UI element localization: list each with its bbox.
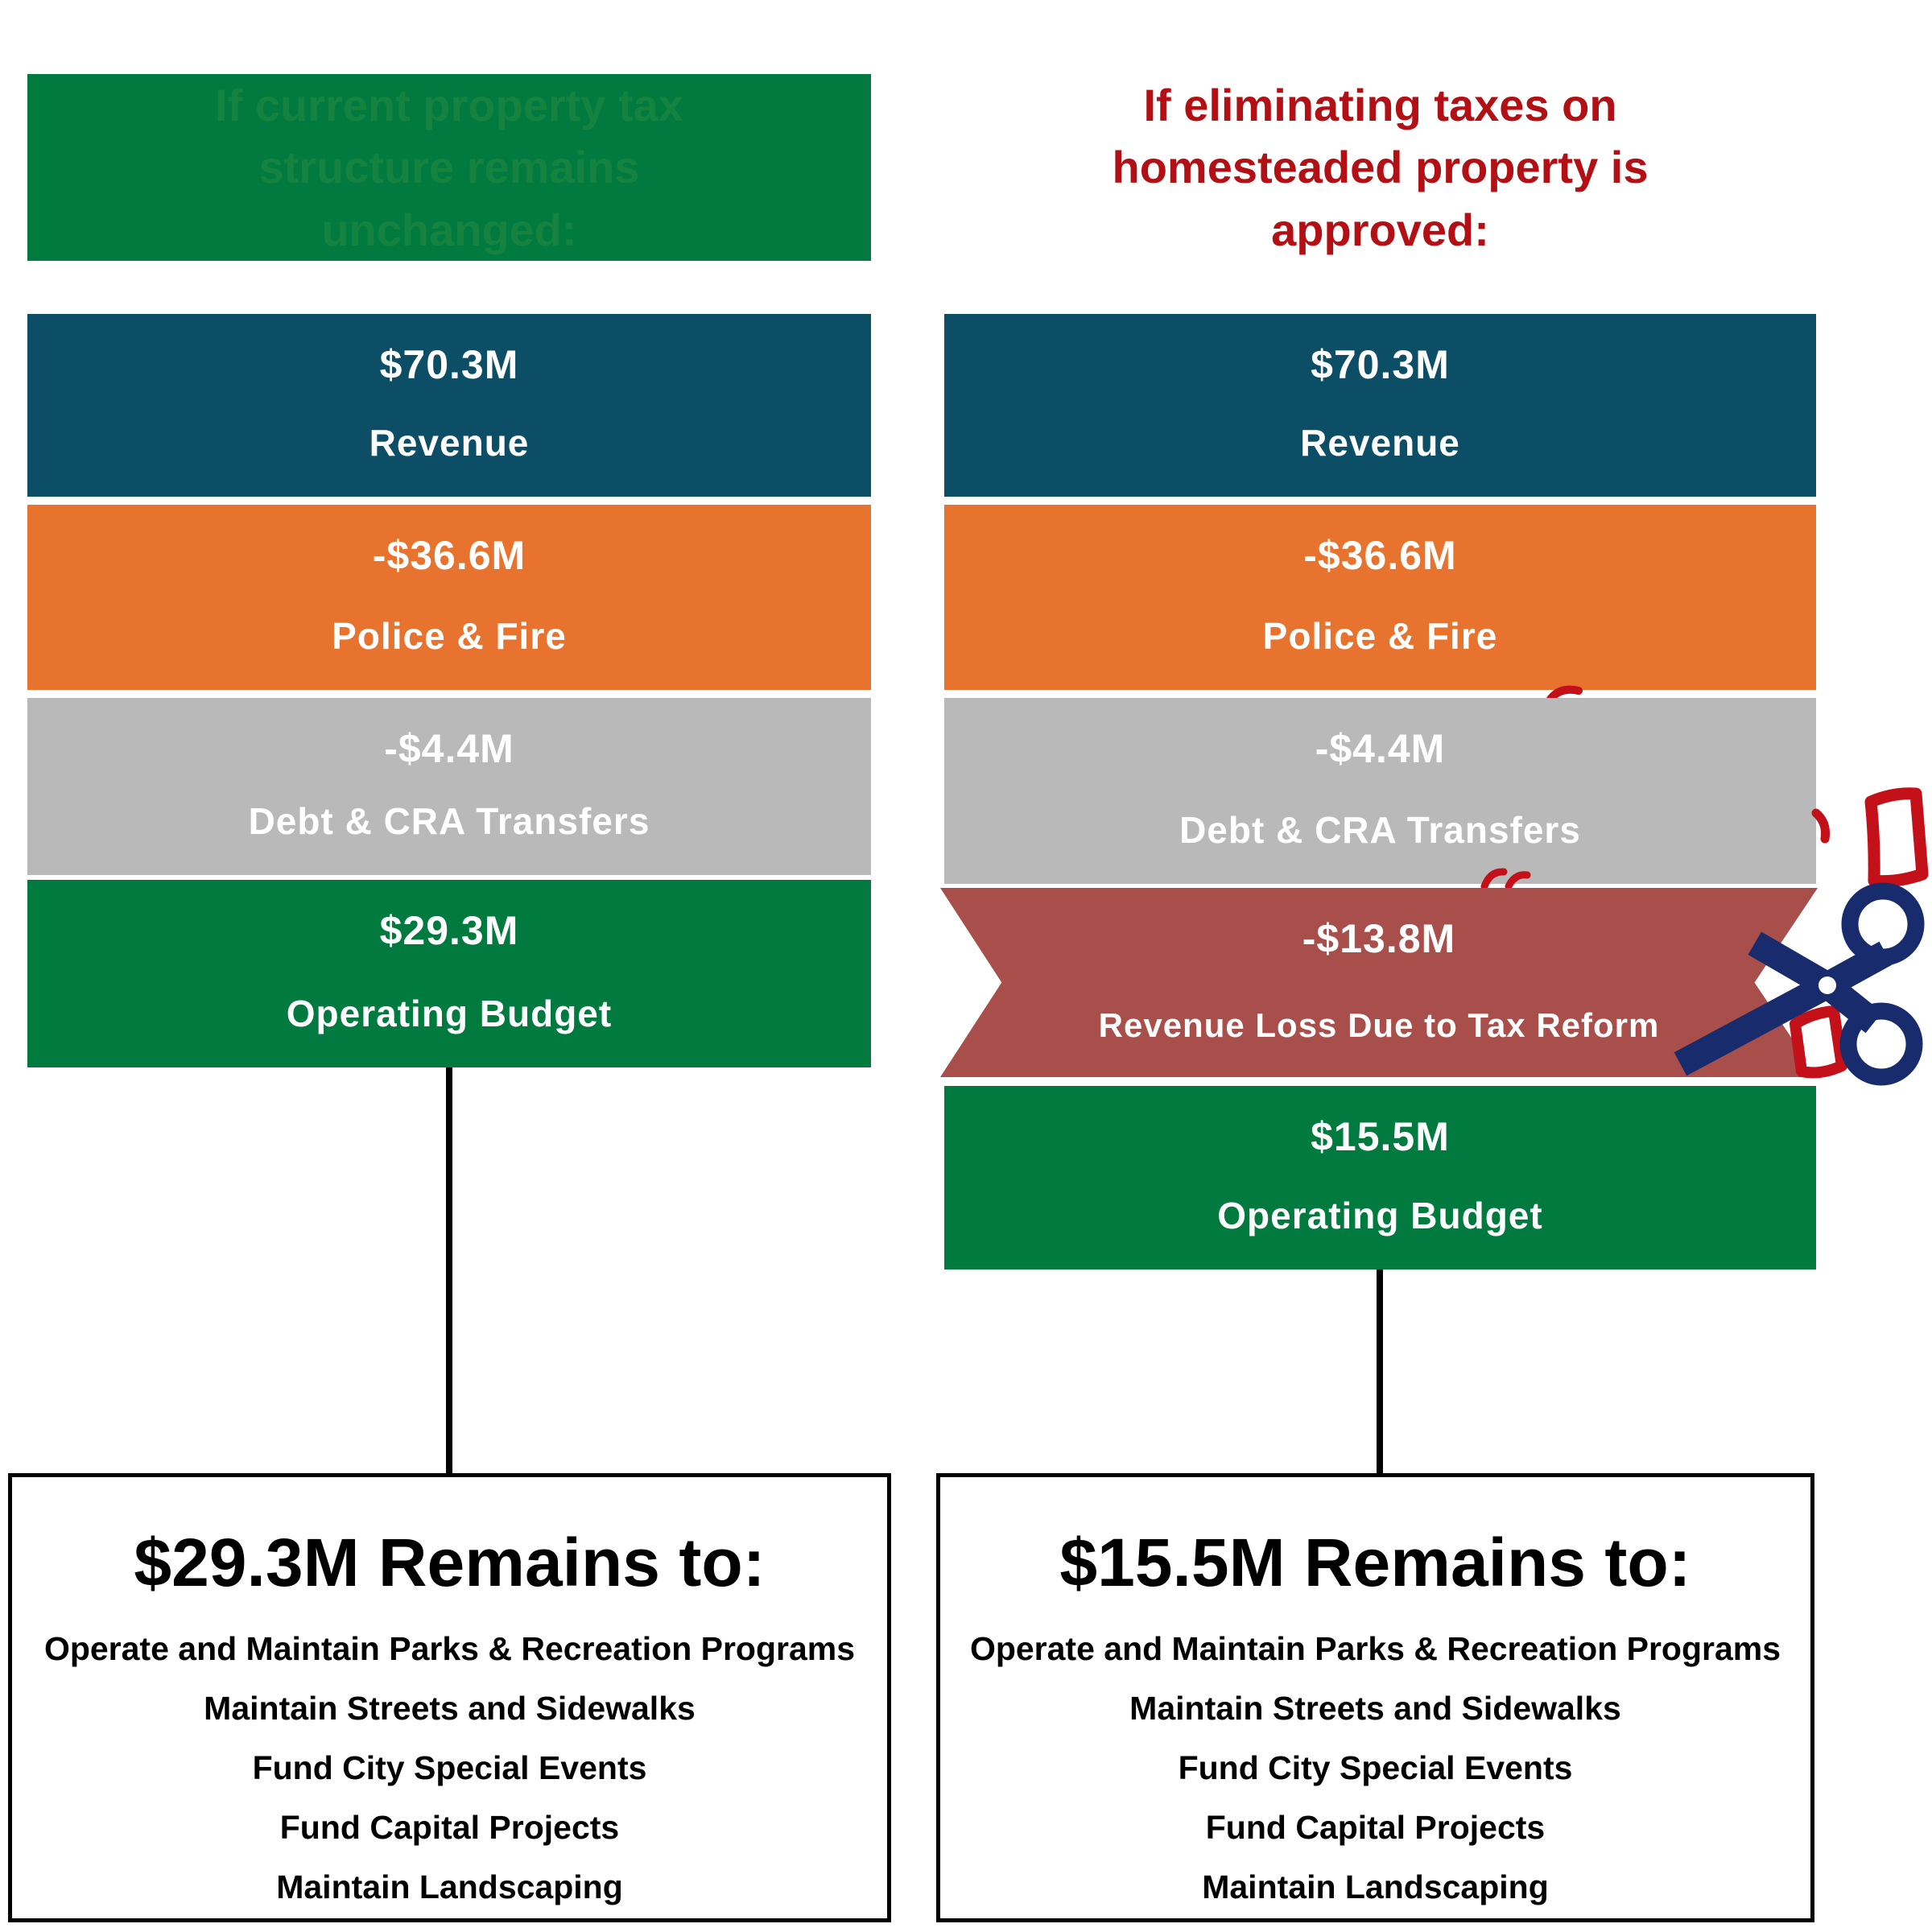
ribbon-peek-icon: [1480, 868, 1531, 890]
bar-current-police-fire: -$36.6M Police & Fire: [27, 505, 871, 690]
summary-item: Maintain Streets and Sidewalks: [204, 1690, 696, 1727]
bar-current-operating-budget: $29.3M Operating Budget: [27, 880, 871, 1067]
bar-value: $15.5M: [1311, 1114, 1450, 1159]
bar-current-revenue: $70.3M Revenue: [27, 314, 871, 497]
summary-item: Fund Capital Projects: [279, 1809, 620, 1846]
summary-box-reform: $15.5M Remains to: Operate and Maintain …: [936, 1473, 1814, 1922]
bar-value: $70.3M: [1311, 342, 1450, 387]
scenario-title-current: If current property tax structure remain…: [27, 74, 871, 261]
bar-reform-debt-cra: -$4.4M Debt & CRA Transfers: [944, 698, 1816, 884]
summary-item: Fund City Special Events: [252, 1749, 647, 1786]
bar-value: $70.3M: [379, 342, 519, 387]
summary-item: Fund Capital Projects: [1205, 1809, 1546, 1846]
bar-label: Police & Fire: [1262, 615, 1498, 657]
scenario-title-reform-text: If eliminating taxes on homesteaded prop…: [1112, 80, 1649, 255]
summary-heading: $15.5M Remains to:: [1059, 1525, 1691, 1600]
bar-reform-operating-budget: $15.5M Operating Budget: [944, 1086, 1816, 1269]
bar-value: $29.3M: [379, 908, 519, 953]
summary-item: Maintain Landscaping: [276, 1868, 623, 1905]
scenario-title-current-text: If current property tax structure remain…: [215, 80, 683, 255]
scenario-title-reform: If eliminating taxes on homesteaded prop…: [944, 74, 1816, 261]
connector-line-left: [446, 1067, 452, 1475]
bar-value: -$36.6M: [1303, 533, 1457, 578]
bar-label: Debt & CRA Transfers: [1179, 809, 1581, 851]
bar-label: Revenue: [1300, 422, 1460, 464]
bar-label: Police & Fire: [332, 615, 567, 657]
bar-reform-revenue: $70.3M Revenue: [944, 314, 1816, 497]
summary-item: Operate and Maintain Parks & Recreation …: [969, 1630, 1781, 1667]
bar-label: Revenue: [369, 422, 530, 464]
bar-reform-police-fire: -$36.6M Police & Fire: [944, 505, 1816, 690]
bar-value: -$4.4M: [1315, 726, 1446, 771]
summary-item: Operate and Maintain Parks & Recreation …: [43, 1630, 856, 1667]
bar-label: Debt & CRA Transfers: [248, 800, 650, 842]
bar-label: Operating Budget: [1217, 1195, 1543, 1236]
connector-line-right: [1377, 1269, 1383, 1475]
summary-item: Fund City Special Events: [1178, 1749, 1573, 1786]
summary-box-current: $29.3M Remains to: Operate and Maintain …: [8, 1473, 891, 1922]
summary-heading: $29.3M Remains to:: [134, 1525, 766, 1600]
bar-label: Revenue Loss Due to Tax Reform: [1098, 1006, 1660, 1044]
scissors-icon: [1674, 787, 1929, 1086]
summary-item: Maintain Landscaping: [1202, 1868, 1549, 1905]
bar-value: -$36.6M: [372, 533, 526, 578]
bar-label: Operating Budget: [286, 993, 613, 1034]
bar-value: -$13.8M: [1302, 916, 1456, 961]
summary-item: Maintain Streets and Sidewalks: [1129, 1690, 1621, 1727]
bar-value: -$4.4M: [384, 726, 514, 771]
bar-current-debt-cra: -$4.4M Debt & CRA Transfers: [27, 698, 871, 875]
banner-revenue-loss: -$13.8M Revenue Loss Due to Tax Reform: [940, 888, 1818, 1077]
